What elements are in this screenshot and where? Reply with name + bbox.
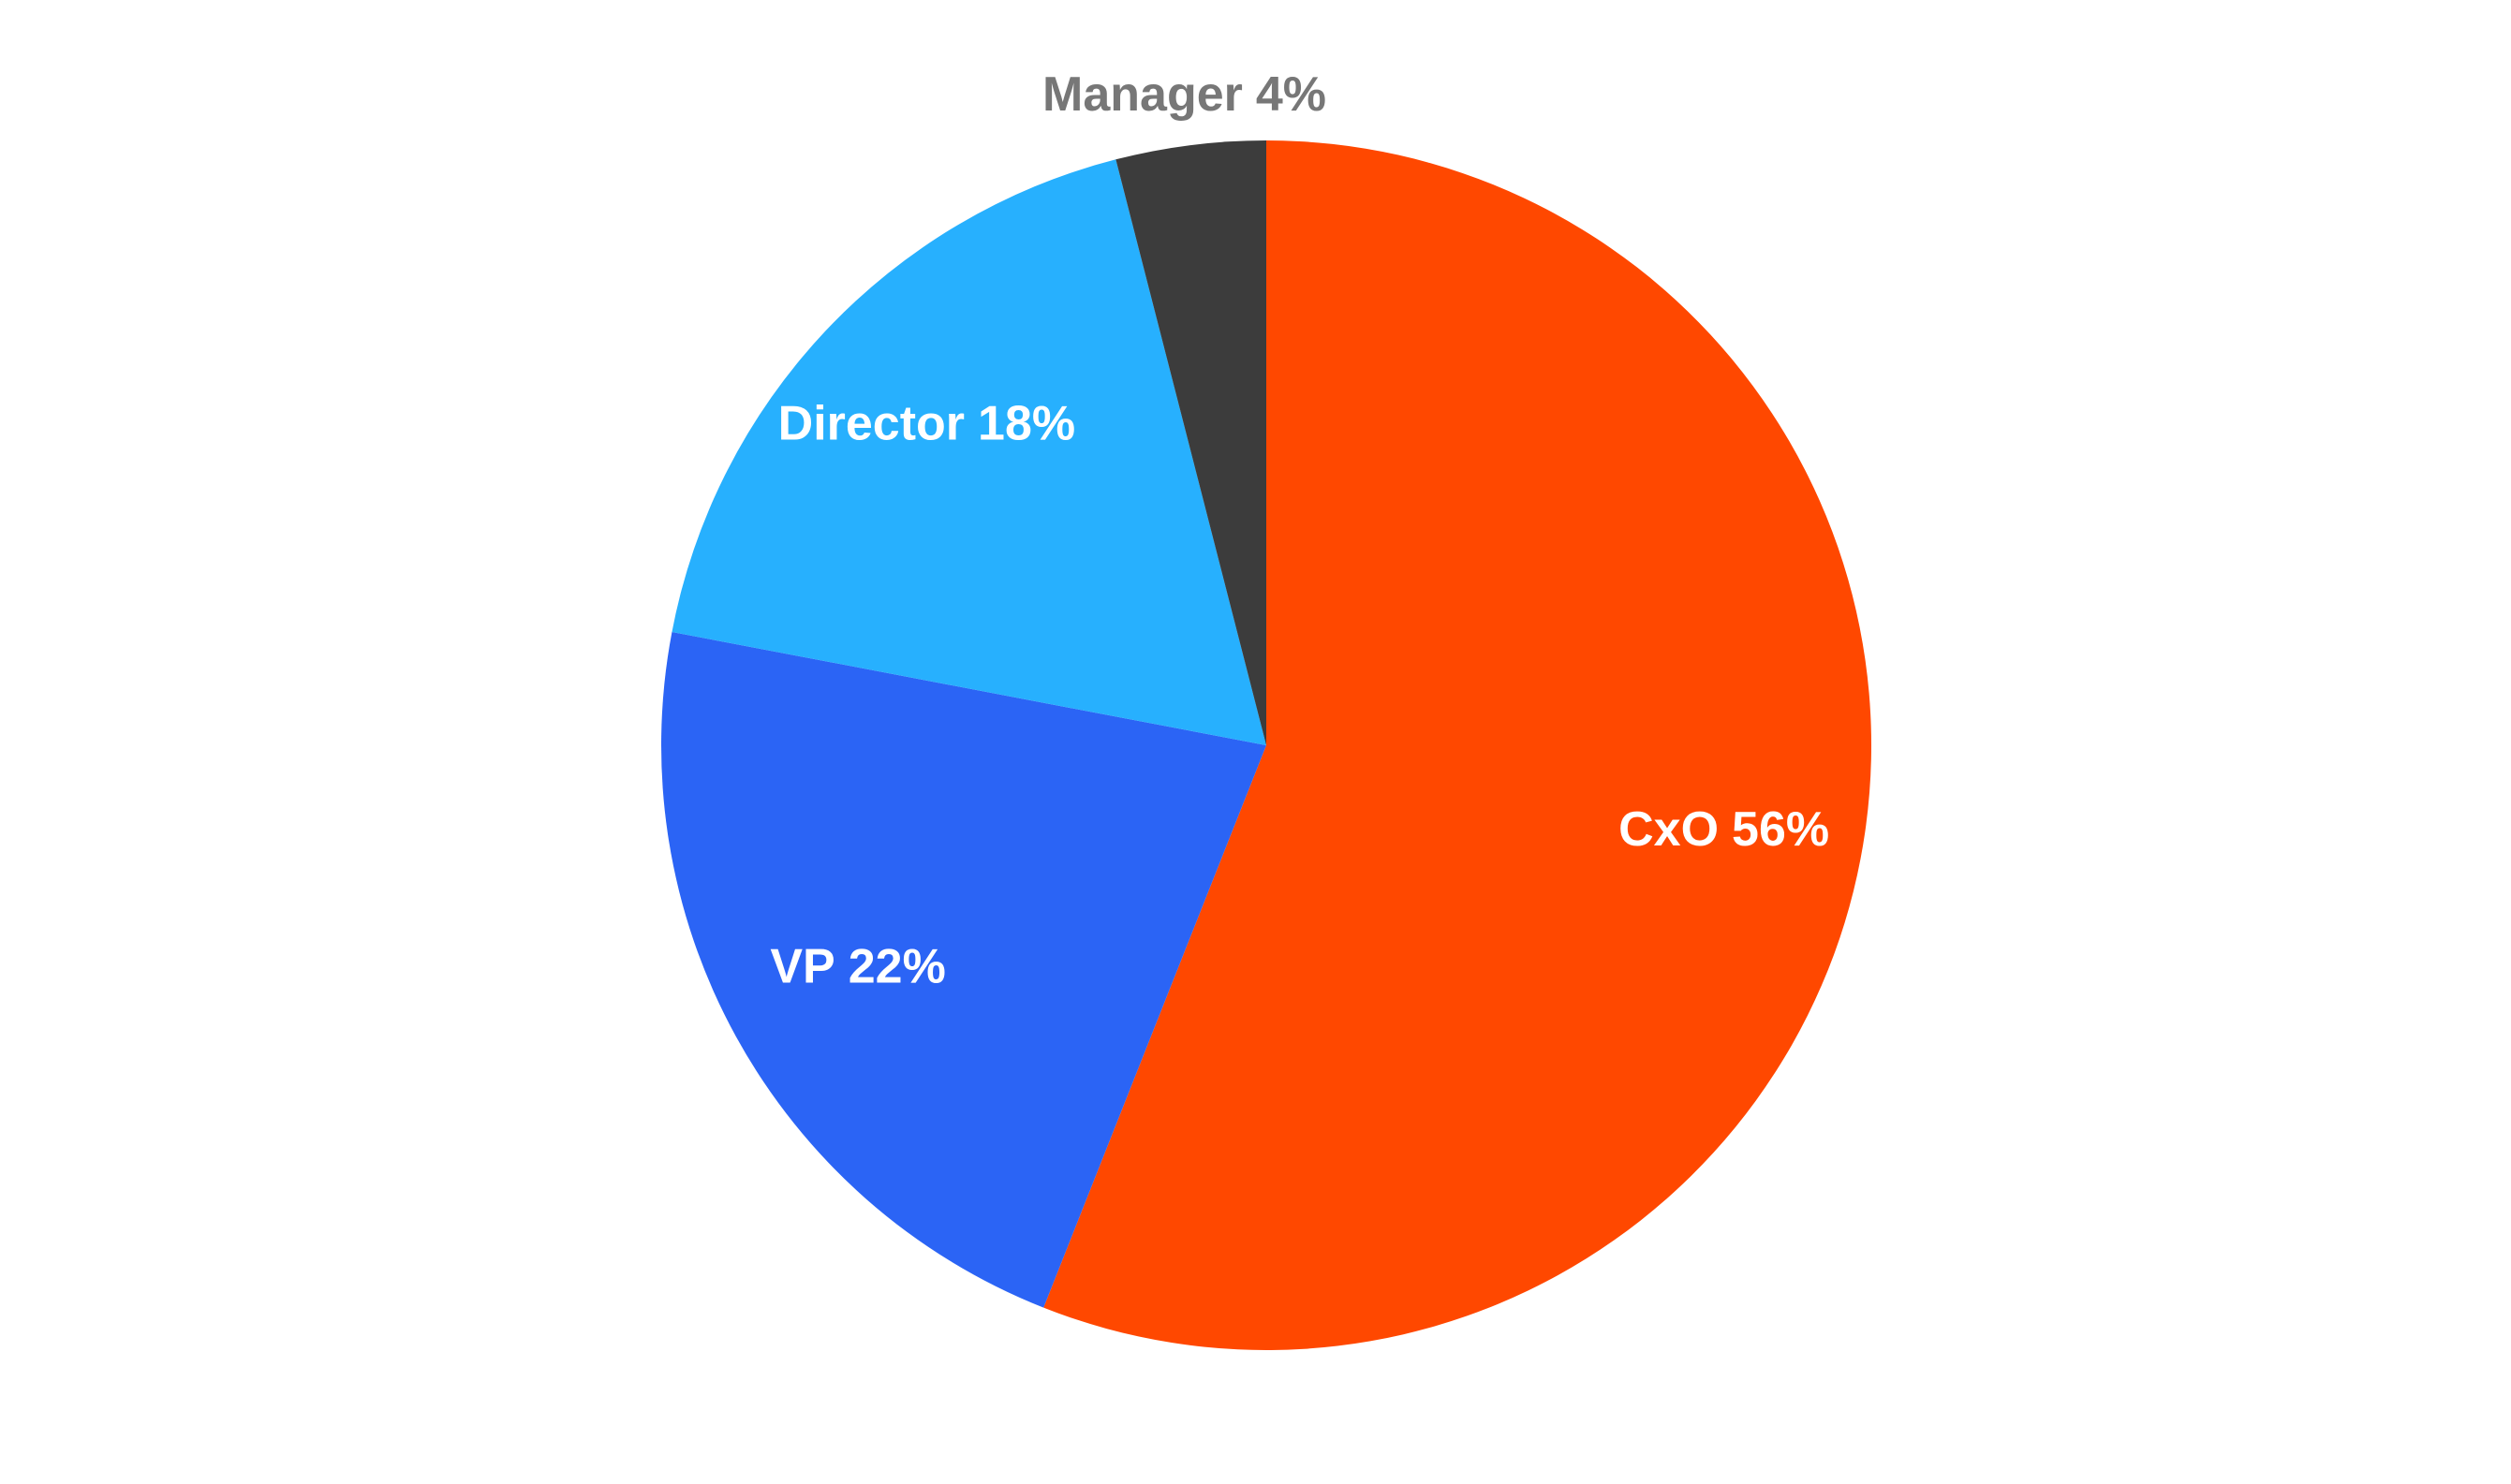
pie-slice — [1115, 140, 1266, 745]
value-label: 56% — [1732, 802, 1829, 857]
category-label: CxO — [1618, 802, 1719, 857]
pie-slice — [660, 631, 1266, 1308]
category-label: Manager — [1042, 67, 1243, 122]
slice-label: Director 18% — [778, 396, 1075, 450]
category-label: Director — [778, 396, 965, 450]
category-label: VP — [770, 939, 835, 993]
value-label: 22% — [849, 939, 946, 993]
slice-label: VP 22% — [770, 939, 945, 993]
pie-slice — [1043, 140, 1871, 1350]
slice-label: CxO 56% — [1618, 802, 1829, 857]
value-label: 18% — [978, 396, 1075, 450]
slice-label: Manager 4% — [1042, 67, 1326, 122]
pie-slice — [672, 159, 1266, 745]
value-label: 4% — [1256, 67, 1326, 122]
